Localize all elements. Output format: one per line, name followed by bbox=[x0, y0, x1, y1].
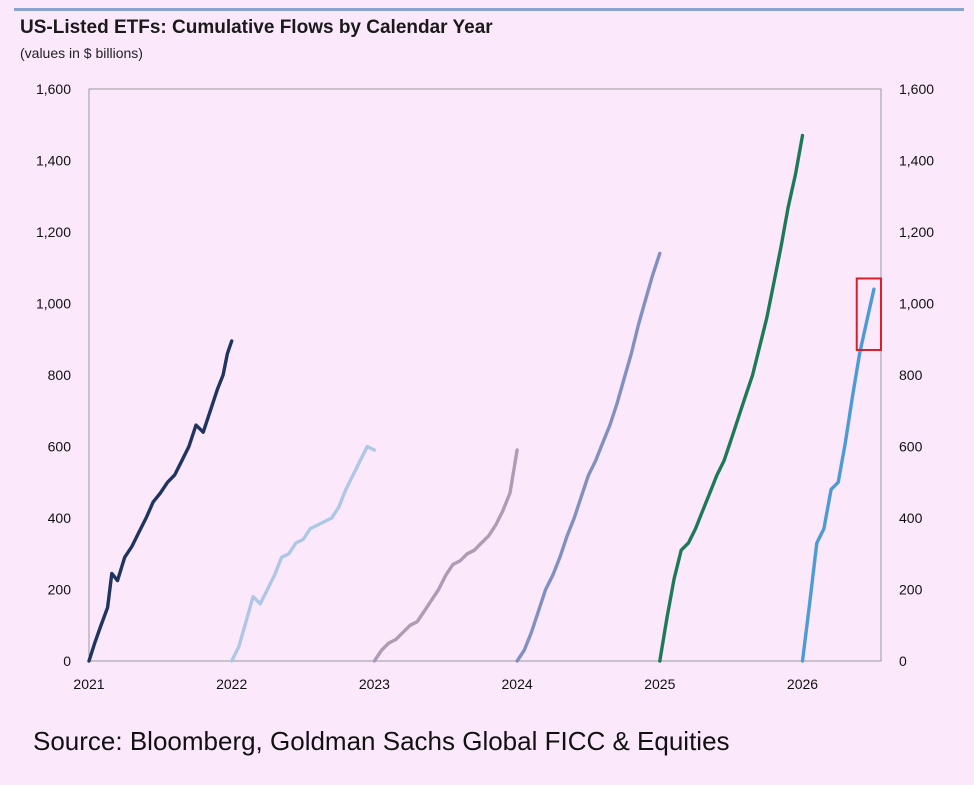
x-tick-label: 2021 bbox=[73, 676, 104, 692]
etf-flows-chart: 0 200 400 600 800 1,000 1,200 1,400 1,600 0 200 40… bbox=[36, 81, 934, 692]
x-tick-label: 2022 bbox=[216, 676, 247, 692]
y-tick-label-left: 1,600 bbox=[36, 81, 71, 97]
y-tick-label-left: 600 bbox=[48, 439, 72, 455]
series-line-4 bbox=[515, 251, 662, 663]
x-tick-label: 2025 bbox=[644, 676, 675, 692]
y-tick-label-right: 1,000 bbox=[899, 296, 934, 312]
y-tick-label-left: 1,000 bbox=[36, 296, 71, 312]
top-rule bbox=[14, 8, 964, 11]
source-note: Source: Bloomberg, Goldman Sachs Global … bbox=[33, 726, 730, 756]
y-tick-label-right: 0 bbox=[899, 653, 907, 669]
series-line-6 bbox=[800, 287, 876, 663]
series-line-5 bbox=[658, 133, 805, 663]
y-tick-label-right: 600 bbox=[899, 439, 923, 455]
series-line-2 bbox=[230, 444, 377, 663]
plot-frame bbox=[88, 88, 882, 662]
y-tick-label-right: 800 bbox=[899, 367, 923, 383]
chart-subtitle: (values in $ billions) bbox=[20, 45, 143, 61]
y-tick-label-left: 1,200 bbox=[36, 224, 71, 240]
y-tick-label-left: 1,400 bbox=[36, 153, 71, 169]
x-tick-label: 2024 bbox=[502, 676, 533, 692]
y-tick-label-left: 800 bbox=[48, 367, 72, 383]
y-tick-label-left: 400 bbox=[48, 510, 72, 526]
y-tick-label-left: 0 bbox=[63, 653, 71, 669]
y-tick-label-right: 1,600 bbox=[899, 81, 934, 97]
y-tick-label-right: 200 bbox=[899, 582, 923, 598]
highlight-box bbox=[855, 277, 882, 351]
y-tick-label-right: 1,400 bbox=[899, 153, 934, 169]
series-line-1 bbox=[87, 339, 234, 663]
series-line-3 bbox=[372, 448, 519, 663]
x-tick-label: 2026 bbox=[787, 676, 818, 692]
chart-title: US-Listed ETFs: Cumulative Flows by Cale… bbox=[20, 17, 493, 38]
y-tick-label-right: 400 bbox=[899, 510, 923, 526]
y-tick-label-right: 1,200 bbox=[899, 224, 934, 240]
y-tick-label-left: 200 bbox=[48, 582, 72, 598]
x-tick-label: 2023 bbox=[359, 676, 390, 692]
